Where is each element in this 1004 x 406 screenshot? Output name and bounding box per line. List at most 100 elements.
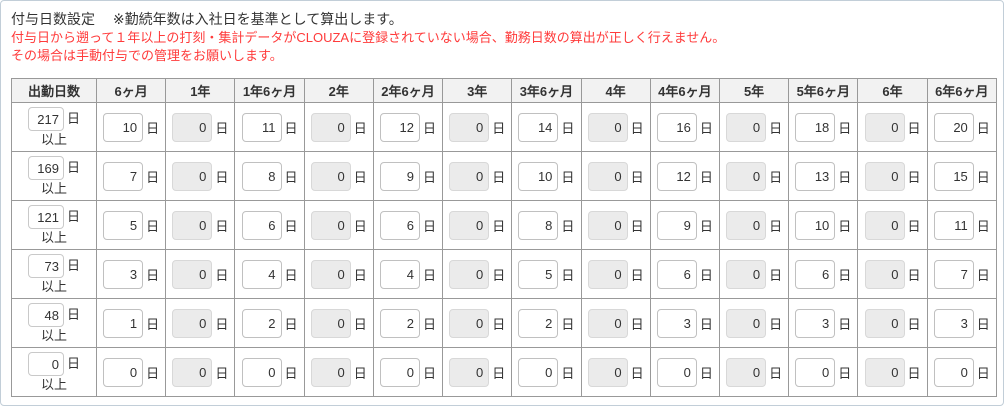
grant-days-input[interactable] xyxy=(103,112,144,142)
grant-days-input[interactable] xyxy=(933,357,974,387)
grant-days-input[interactable] xyxy=(518,161,559,191)
grant-days-input[interactable] xyxy=(379,259,420,289)
day-suffix-label: 日 xyxy=(561,120,575,136)
at-least-label: 以上 xyxy=(40,132,67,148)
grant-days-cell: 日 xyxy=(303,102,374,152)
grant-days-input[interactable] xyxy=(518,357,559,387)
grant-days-input[interactable] xyxy=(103,259,144,289)
grant-days-input[interactable] xyxy=(518,112,559,142)
grant-days-cell: 日 xyxy=(372,347,444,397)
page-title-text: 付与日数設定 xyxy=(11,11,95,27)
grant-days-input xyxy=(449,308,490,338)
grant-days-input[interactable] xyxy=(656,308,697,338)
grant-days-input xyxy=(726,357,767,387)
grant-days-input[interactable] xyxy=(241,357,282,387)
day-suffix-label: 日 xyxy=(838,365,852,381)
day-suffix-label: 日 xyxy=(492,218,506,234)
grant-days-input[interactable] xyxy=(241,210,282,240)
grant-days-input[interactable] xyxy=(795,357,836,387)
day-suffix-label: 日 xyxy=(699,169,713,185)
grant-days-input[interactable] xyxy=(103,357,144,387)
grant-days-input[interactable] xyxy=(795,259,836,289)
day-suffix-label: 日 xyxy=(630,169,644,185)
column-header: 2年6ヶ月 xyxy=(372,78,444,103)
column-header: 1年 xyxy=(165,78,236,103)
grant-days-cell: 日 xyxy=(303,298,374,348)
grant-days-cell: 日 xyxy=(234,298,305,348)
at-least-label: 以上 xyxy=(40,377,67,393)
column-header: 1年6ヶ月 xyxy=(234,78,305,103)
day-suffix-label: 日 xyxy=(215,267,229,283)
grant-days-input[interactable] xyxy=(379,112,420,142)
day-suffix-label: 日 xyxy=(353,316,367,332)
grant-days-input[interactable] xyxy=(379,308,420,338)
grant-days-input[interactable] xyxy=(379,357,420,387)
grant-days-input[interactable] xyxy=(933,161,974,191)
grant-days-cell: 日 xyxy=(511,102,582,152)
grant-days-input[interactable] xyxy=(241,161,282,191)
grant-days-cell: 日 xyxy=(511,298,582,348)
grant-days-input[interactable] xyxy=(241,259,282,289)
grant-days-cell: 日 xyxy=(580,298,651,348)
grant-days-cell: 日 xyxy=(234,102,305,152)
grant-days-input[interactable] xyxy=(518,259,559,289)
day-suffix-label: 日 xyxy=(630,365,644,381)
grant-days-input[interactable] xyxy=(103,308,144,338)
grant-days-input[interactable] xyxy=(103,161,144,191)
grant-days-input[interactable] xyxy=(933,308,974,338)
table-row: 日以上日日日日日日日日日日日日日 xyxy=(11,102,998,152)
grant-days-input[interactable] xyxy=(241,112,282,142)
day-suffix-label: 日 xyxy=(215,169,229,185)
day-suffix-label: 日 xyxy=(630,218,644,234)
grant-days-input[interactable] xyxy=(241,308,282,338)
day-suffix-label: 日 xyxy=(769,365,783,381)
grant-days-input[interactable] xyxy=(933,259,974,289)
attendance-days-input[interactable] xyxy=(27,205,64,230)
column-header: 2年 xyxy=(303,78,374,103)
grant-days-input[interactable] xyxy=(518,210,559,240)
day-suffix-label: 日 xyxy=(907,365,921,381)
attendance-days-input[interactable] xyxy=(27,254,64,279)
grant-days-input xyxy=(172,259,213,289)
grant-days-cell: 日 xyxy=(580,151,651,201)
grant-days-input[interactable] xyxy=(656,161,697,191)
grant-days-cell: 日 xyxy=(442,249,513,299)
day-suffix-label: 日 xyxy=(146,218,160,234)
table-row: 日以上日日日日日日日日日日日日日 xyxy=(11,151,998,201)
grant-days-input[interactable] xyxy=(933,210,974,240)
day-suffix-label: 日 xyxy=(66,209,80,225)
attendance-days-input[interactable] xyxy=(27,107,64,132)
grant-days-input[interactable] xyxy=(795,308,836,338)
grant-days-input[interactable] xyxy=(795,210,836,240)
day-suffix-label: 日 xyxy=(492,169,506,185)
grant-days-cell: 日 xyxy=(649,102,720,152)
grant-days-input[interactable] xyxy=(379,161,420,191)
grant-days-input[interactable] xyxy=(656,112,697,142)
grant-days-input[interactable] xyxy=(656,259,697,289)
grant-days-cell: 日 xyxy=(718,102,790,152)
grant-days-cell: 日 xyxy=(857,102,928,152)
grant-days-cell: 日 xyxy=(926,151,998,201)
day-suffix-label: 日 xyxy=(284,169,298,185)
day-suffix-label: 日 xyxy=(907,120,921,136)
grant-days-input[interactable] xyxy=(795,112,836,142)
grant-days-input[interactable] xyxy=(933,112,974,142)
grant-days-input xyxy=(310,112,351,142)
grant-days-cell: 日 xyxy=(580,249,651,299)
grant-days-input[interactable] xyxy=(518,308,559,338)
grant-days-cell: 日 xyxy=(580,102,651,152)
attendance-days-input[interactable] xyxy=(27,156,64,181)
grant-days-input[interactable] xyxy=(103,210,144,240)
grant-days-cell: 日 xyxy=(442,102,513,152)
day-suffix-label: 日 xyxy=(66,160,80,176)
attendance-days-input[interactable] xyxy=(27,303,64,328)
day-suffix-label: 日 xyxy=(976,365,990,381)
day-suffix-label: 日 xyxy=(146,316,160,332)
grant-days-input xyxy=(449,161,490,191)
grant-days-input[interactable] xyxy=(656,210,697,240)
grant-days-cell: 日 xyxy=(926,200,998,250)
grant-days-input[interactable] xyxy=(656,357,697,387)
grant-days-input[interactable] xyxy=(795,161,836,191)
attendance-days-input[interactable] xyxy=(27,352,64,377)
grant-days-input[interactable] xyxy=(379,210,420,240)
